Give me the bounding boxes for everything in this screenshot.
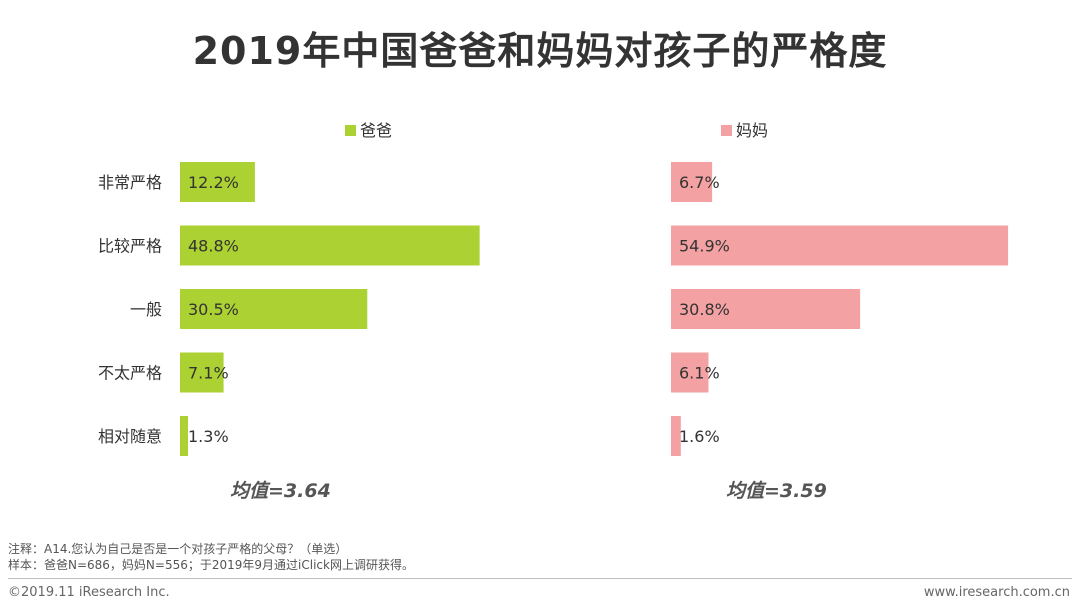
- data-label-father: 7.1%: [188, 364, 229, 383]
- legend-label-mother: 妈妈: [736, 121, 768, 140]
- data-label-father: 48.8%: [188, 237, 239, 256]
- note-question: 注释：A14.您认为自己是否是一个对孩子严格的父母？（单选）: [8, 542, 348, 556]
- data-label-mother: 6.1%: [679, 364, 720, 383]
- bar-father: [180, 162, 255, 202]
- bar-mother: [671, 416, 681, 456]
- bar-father: [180, 225, 480, 266]
- note-sample: 样本：爸爸N=686，妈妈N=556；于2019年9月通过iClick网上调研获…: [8, 558, 414, 572]
- category-label: 比较严格: [98, 237, 162, 256]
- bar-father: [180, 289, 368, 329]
- data-label-mother: 54.9%: [679, 237, 730, 256]
- data-label-father: 30.5%: [188, 300, 239, 319]
- data-label-mother: 1.6%: [679, 427, 720, 446]
- data-label-mother: 6.7%: [679, 173, 720, 192]
- chart-title: 2019年中国爸爸和妈妈对孩子的严格度: [192, 29, 888, 73]
- bar-father: [180, 352, 224, 393]
- category-label: 不太严格: [98, 364, 162, 383]
- data-label-father: 12.2%: [188, 173, 239, 192]
- footer-website[interactable]: www.iresearch.com.cn: [923, 585, 1070, 600]
- mean-label-father: 均值=3.64: [230, 480, 331, 502]
- legend-swatch-mother: [721, 125, 732, 136]
- footer-copyright: ©2019.11 iResearch Inc.: [8, 585, 170, 600]
- category-label: 一般: [130, 300, 162, 319]
- bar-mother: [671, 289, 861, 329]
- bar-mother: [671, 352, 709, 393]
- category-label: 非常严格: [98, 173, 162, 192]
- legend-swatch-father: [345, 125, 356, 136]
- bar-mother: [671, 225, 1009, 266]
- footer-divider: [8, 578, 1072, 579]
- bar-father: [180, 416, 188, 456]
- data-label-mother: 30.8%: [679, 300, 730, 319]
- category-label: 相对随意: [98, 427, 162, 446]
- mean-label-mother: 均值=3.59: [726, 480, 827, 502]
- bar-mother: [671, 162, 713, 202]
- data-label-father: 1.3%: [188, 427, 229, 446]
- legend-label-father: 爸爸: [360, 121, 392, 140]
